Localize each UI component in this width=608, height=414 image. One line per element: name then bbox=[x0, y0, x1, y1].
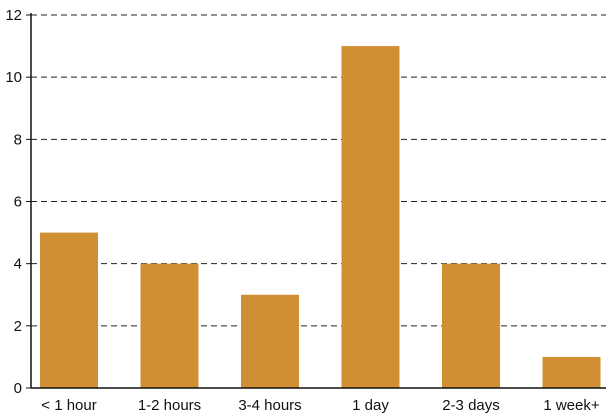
y-tick-labels: 0 2 4 6 8 10 12 bbox=[5, 7, 22, 397]
bar bbox=[40, 232, 98, 388]
y-tick-label: 10 bbox=[5, 69, 22, 86]
bars bbox=[40, 46, 601, 388]
x-tick-labels: < 1 hour 1-2 hours 3-4 hours 1 day 2-3 days 1… bbox=[41, 397, 600, 414]
x-tick-label: 1 week+ bbox=[543, 397, 600, 414]
bar bbox=[341, 46, 400, 388]
y-tick-label: 12 bbox=[5, 7, 22, 24]
x-tick-label: 3-4 hours bbox=[238, 397, 301, 414]
x-tick-label: 1 day bbox=[352, 397, 389, 414]
bar bbox=[140, 263, 199, 388]
x-tick-label: < 1 hour bbox=[41, 397, 96, 414]
y-tick-label: 4 bbox=[14, 256, 22, 273]
bar bbox=[442, 263, 500, 388]
y-tick-label: 2 bbox=[14, 318, 22, 335]
grid-lines bbox=[31, 14, 606, 327]
x-tick-label: 2-3 days bbox=[442, 397, 500, 414]
y-tick-label: 6 bbox=[14, 194, 22, 211]
bar bbox=[542, 356, 601, 388]
bar bbox=[241, 294, 299, 388]
x-tick-label: 1-2 hours bbox=[138, 397, 201, 414]
y-tick-label: 0 bbox=[14, 380, 22, 397]
axes bbox=[26, 13, 606, 389]
y-tick-label: 8 bbox=[14, 131, 22, 148]
